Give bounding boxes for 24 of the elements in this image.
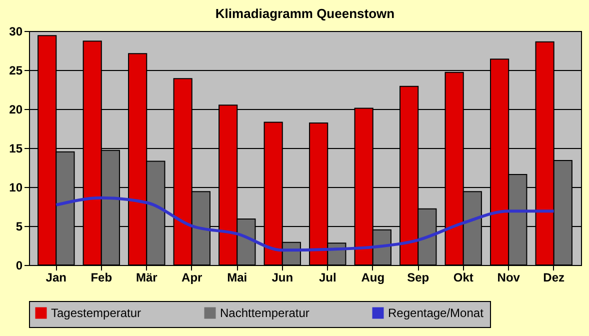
x-tick-label: Mär <box>136 270 158 284</box>
x-tick-label: Dez <box>543 270 565 284</box>
y-tick-label: 0 <box>16 258 23 272</box>
line-series <box>54 196 556 252</box>
y-tick-label: 10 <box>9 180 23 194</box>
x-tick-label: Aug <box>361 270 385 284</box>
legend-label: Tagestemperatur <box>51 306 142 320</box>
x-tick-label: Feb <box>90 270 112 284</box>
x-tick-label: Jun <box>272 270 294 284</box>
x-tick-label: Sep <box>407 270 430 284</box>
x-tick-label: Okt <box>453 270 474 284</box>
legend-label: Nachttemperatur <box>220 306 310 320</box>
x-tick-label: Mai <box>227 270 248 284</box>
x-tick-label: Nov <box>497 270 520 284</box>
chart-title: Klimadiagramm Queenstown <box>215 6 395 21</box>
y-tick-label: 25 <box>9 64 23 78</box>
x-tick-label: Jan <box>46 270 66 284</box>
y-tick-label: 15 <box>9 142 23 156</box>
x-tick-label: Apr <box>182 270 203 284</box>
y-tick-label: 30 <box>9 24 23 38</box>
legend-label: Regentage/Monat <box>388 306 484 320</box>
x-tick-label: Jul <box>318 270 336 284</box>
y-tick-label: 5 <box>16 220 23 234</box>
y-tick-label: 20 <box>9 102 23 116</box>
